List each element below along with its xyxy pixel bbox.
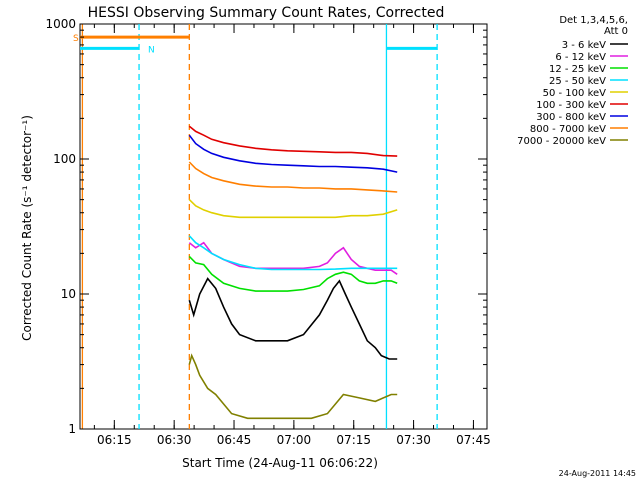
x-tick-label: 06:45 [217,433,252,447]
series-line [188,235,398,271]
legend-label: 3 - 6 keV [562,40,606,51]
x-axis: 06:15 06:30 06:45 07:00 07:15 07:30 07:45 [93,24,491,447]
legend-label: 7000 - 20000 keV [517,136,606,147]
plot-border [79,23,488,430]
series-line [188,134,398,173]
series-line [188,353,398,420]
x-tick-label: 06:15 [97,433,132,447]
legend-label: 12 - 25 keV [549,64,606,75]
y-tick-label: 1 [68,422,76,436]
legend-label: 800 - 7000 keV [530,124,606,135]
legend-header: Att 0 [604,26,628,37]
chart-title: HESSI Observing Summary Count Rates, Cor… [88,5,445,21]
y-axis-label: Corrected Count Rate (s⁻¹ detector⁻¹) [20,115,34,341]
series-line [188,277,398,360]
plot-area [79,23,488,430]
y-axis: 1 10 100 1000 [45,17,487,436]
series-line [188,255,398,292]
legend-label: 25 - 50 keV [549,76,606,87]
x-tick-label: 07:00 [277,433,312,447]
legend-label: 50 - 100 keV [543,88,607,99]
series-group: SN [73,24,438,429]
series-line [188,199,398,219]
series-line [188,161,398,193]
x-tick-label: 07:15 [336,433,371,447]
x-tick-label: 07:30 [396,433,431,447]
y-tick-label: 1000 [45,17,76,31]
x-tick-label: 06:30 [157,433,192,447]
legend-header: Det 1,3,4,5,6, [559,15,628,26]
y-tick-label: 100 [53,152,76,166]
y-tick-label: 10 [61,287,76,301]
legend-label: 100 - 300 keV [536,100,606,111]
series-line [188,125,398,157]
flag-label: S [73,34,79,44]
x-axis-label: Start Time (24-Aug-11 06:06:22) [182,456,378,470]
x-tick-label: 07:45 [456,433,491,447]
legend-label: 300 - 800 keV [536,112,606,123]
footer-timestamp: 24-Aug-2011 14:45 [559,469,636,478]
legend-label: 6 - 12 keV [555,52,606,63]
flag-label: N [148,45,155,55]
